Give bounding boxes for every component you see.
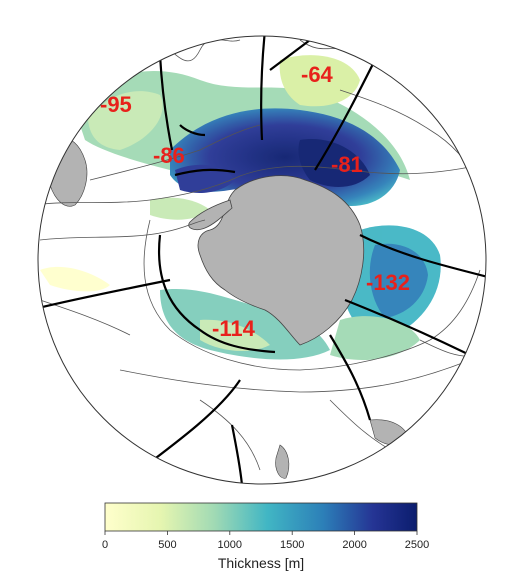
- region-label: -95: [100, 92, 132, 117]
- antarctica-landmass: [197, 175, 365, 346]
- colorbar-tick-label: 1500: [280, 539, 304, 551]
- region-label: -86: [153, 143, 185, 168]
- colorbar-ticks: [104, 531, 418, 535]
- region-label: -81: [331, 152, 363, 177]
- colorbar-title: Thickness [m]: [218, 555, 304, 571]
- front-contours: [38, 38, 481, 471]
- antarctic-peninsula: [188, 199, 233, 230]
- colorbar-tick-label: 2500: [405, 539, 429, 551]
- map-boundary-circle: [37, 35, 487, 485]
- africa-tip-land: [404, 59, 461, 98]
- region-label: -64: [301, 62, 334, 87]
- new-zealand-land: [275, 444, 290, 479]
- polar-map: [38, 36, 486, 484]
- colorbar: 0 500 1000 1500 2000 2500 Thickness [m]: [102, 502, 429, 571]
- region-label: -132: [366, 270, 410, 295]
- colorbar-tick-label: 0: [102, 539, 108, 551]
- colorbar-tick-label: 500: [158, 539, 176, 551]
- region-labels: -95 -86 -64 -81 -132 -114: [100, 62, 410, 341]
- colorbar-tick-label: 2000: [342, 539, 366, 551]
- colorbar-tick-label: 1000: [218, 539, 242, 551]
- region-label: -114: [212, 316, 256, 341]
- colorbar-gradient: [104, 502, 418, 532]
